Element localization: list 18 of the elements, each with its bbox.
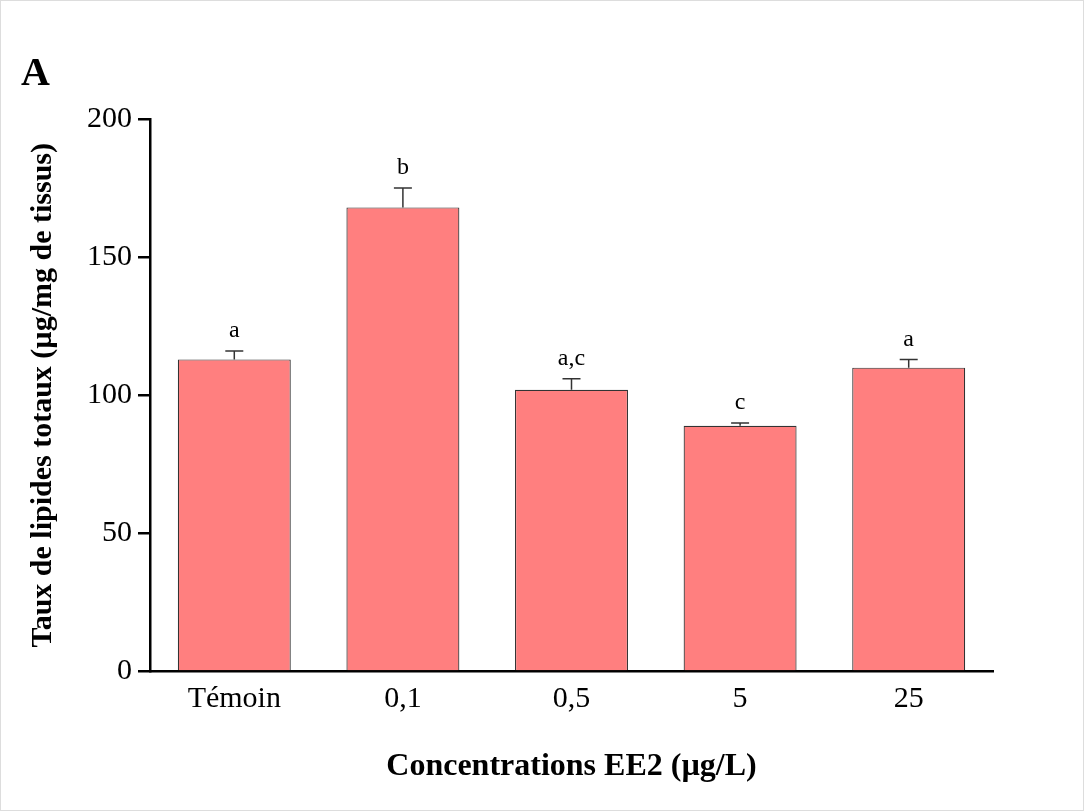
x-axis-title: Concentrations EE2 (µg/L) xyxy=(386,746,757,783)
chart-title: A xyxy=(21,49,50,95)
x-tick-label: 0,1 xyxy=(384,680,422,714)
y-tick-label: 150 xyxy=(87,238,132,272)
annotation: a xyxy=(228,316,240,343)
annotation: b xyxy=(396,153,409,180)
y-axis-title: Taux de lipides totaux (µg/mg de tissus) xyxy=(23,143,58,648)
y-tick-label: 200 xyxy=(87,99,132,133)
x-tick-label: Témoin xyxy=(187,680,281,714)
x-tick-label: 5 xyxy=(732,680,748,714)
y-tick-label: 50 xyxy=(102,514,132,548)
x-tick-label: 0,5 xyxy=(552,680,591,714)
y-tick-label: 100 xyxy=(87,376,132,410)
y-tick-label: 0 xyxy=(117,652,132,686)
annotation: c xyxy=(734,388,746,415)
annotation: a,c xyxy=(557,344,586,371)
x-tick-label: 25 xyxy=(893,680,924,714)
annotation: a xyxy=(903,324,915,351)
